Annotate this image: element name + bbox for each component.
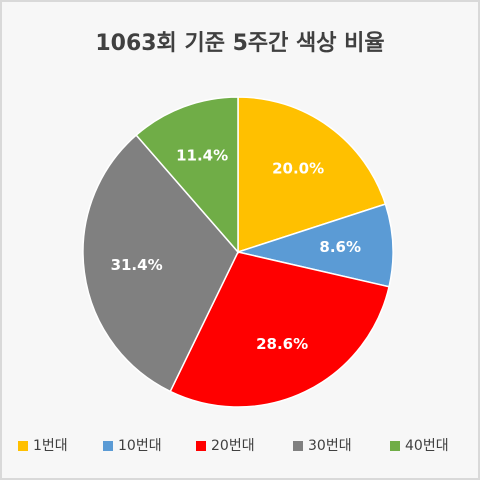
legend-swatch bbox=[196, 441, 206, 451]
data-label: 11.4% bbox=[176, 147, 228, 165]
legend-label: 40번대 bbox=[405, 438, 449, 454]
legend-label: 30번대 bbox=[308, 438, 352, 454]
data-label: 28.6% bbox=[256, 335, 308, 353]
chart-title: 1063회 기준 5주간 색상 비율 bbox=[95, 31, 384, 56]
data-label: 20.0% bbox=[272, 160, 324, 178]
legend-label: 10번대 bbox=[118, 438, 162, 454]
legend-swatch bbox=[18, 441, 28, 451]
pie-slice bbox=[169, 251, 390, 408]
legend-label: 1번대 bbox=[33, 438, 68, 454]
pie-slice bbox=[135, 96, 239, 255]
pie-slice bbox=[235, 203, 394, 288]
legend-swatch bbox=[293, 441, 303, 451]
legend-swatch bbox=[103, 441, 113, 451]
pie-slice bbox=[237, 96, 387, 254]
pie-slice bbox=[82, 134, 239, 393]
legend-label: 20번대 bbox=[211, 438, 255, 454]
data-label: 8.6% bbox=[319, 238, 361, 256]
data-label: 31.4% bbox=[111, 256, 163, 274]
legend-swatch bbox=[390, 441, 400, 451]
